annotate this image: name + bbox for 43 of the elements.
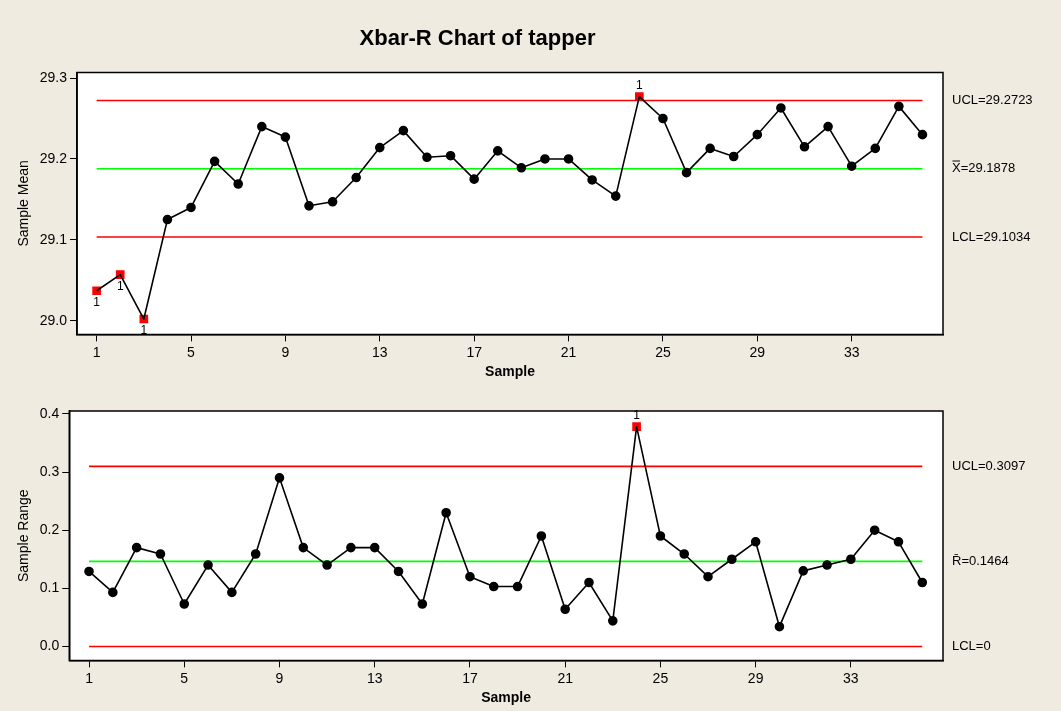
- ref-line-label: X̿=29.1878: [952, 160, 1016, 176]
- ref-line-label: UCL=0.3097: [952, 457, 1026, 473]
- x-tick-label: 33: [843, 669, 859, 686]
- annotation: 1: [140, 323, 148, 338]
- ref-line-label: LCL=29.1034: [952, 228, 1031, 244]
- x-tick-label: 13: [366, 669, 383, 686]
- y-tick-label: 0.0: [39, 637, 60, 654]
- ref-line-label: UCL=29.2723: [952, 92, 1033, 108]
- y-axis-title: Sample Mean: [15, 160, 32, 247]
- x-tick-label: 21: [560, 343, 577, 360]
- y-tick-label: 29.0: [39, 311, 68, 328]
- x-tick-label: 33: [843, 343, 860, 360]
- x-tick-label: 1: [92, 343, 101, 360]
- x-tick-label: 9: [275, 669, 284, 686]
- x-tick-label: 5: [180, 669, 189, 686]
- y-tick-label: 29.1: [39, 230, 68, 247]
- ref-line-label: R̄=0.1464: [952, 552, 1009, 568]
- annotation: 1: [116, 278, 124, 293]
- y-tick-label: 0.4: [39, 404, 60, 421]
- y-tick-label: 0.1: [39, 579, 60, 596]
- ref-line-label: LCL=0: [952, 638, 991, 654]
- annotation: 1: [633, 408, 641, 423]
- annotation: 1: [93, 295, 101, 310]
- x-tick-label: 25: [652, 669, 669, 686]
- y-axis-title: Sample Range: [15, 489, 32, 583]
- x-tick-label: 17: [462, 669, 478, 686]
- y-tick-label: 29.2: [39, 149, 68, 166]
- x-tick-label: 25: [655, 343, 671, 360]
- x-tick-label: 29: [747, 669, 764, 686]
- x-tick-label: 13: [371, 343, 388, 360]
- x-tick-label: 21: [557, 669, 574, 686]
- x-tick-label: 17: [466, 343, 483, 360]
- y-tick-label: 0.2: [39, 521, 60, 538]
- x-tick-label: 1: [85, 669, 94, 686]
- x-tick-label: 29: [749, 343, 766, 360]
- x-axis-title: Sample: [485, 363, 536, 380]
- x-tick-label: 9: [281, 343, 290, 360]
- x-axis-title: Sample: [481, 689, 532, 706]
- annotation: 1: [635, 77, 643, 92]
- y-tick-label: 29.3: [39, 68, 68, 85]
- y-tick-label: 0.3: [39, 462, 60, 479]
- x-tick-label: 5: [187, 343, 196, 360]
- chart-title: Xbar-R Chart of tapper: [359, 25, 596, 51]
